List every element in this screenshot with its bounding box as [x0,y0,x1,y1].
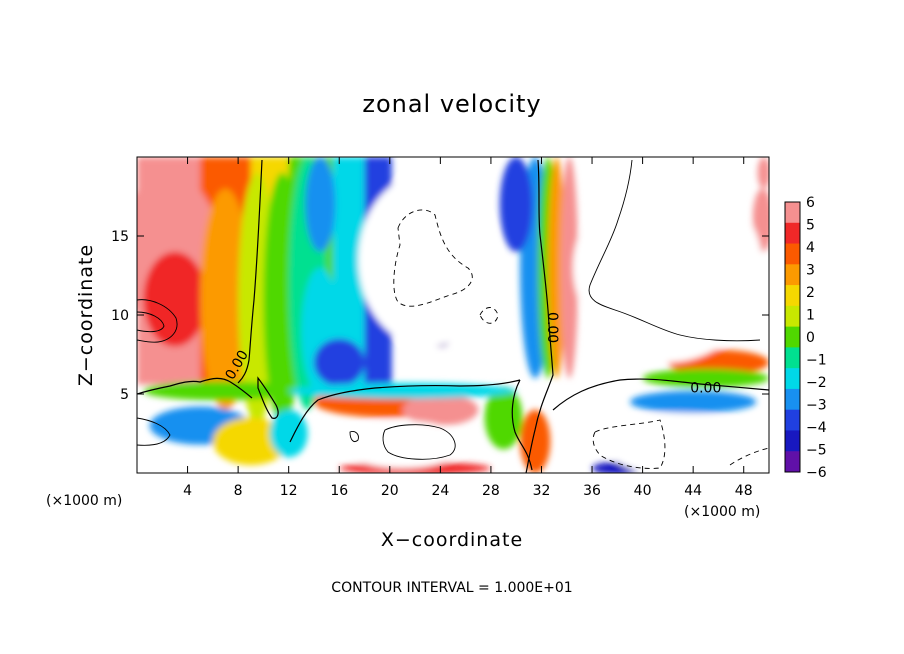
x-tick-label: 8 [234,483,243,499]
field-region [519,409,551,473]
x-unit-left: (×1000 m) [46,493,122,509]
y-tick-label: 15 [111,229,129,245]
colorbar-swatch [785,285,800,307]
colorbar-swatch [785,368,800,390]
field-region [642,368,769,388]
contour-labels: 0.000.000.00 [222,312,721,396]
x-tick-label: 20 [381,483,399,499]
chart-title: zonal velocity [362,90,541,118]
thin-contours [137,159,761,460]
contour-dashed-upper [393,209,473,307]
contour-line-center-left [511,379,533,471]
field-region [402,394,479,426]
contour-thin-left-inner [137,311,165,333]
zero-contours [137,159,769,473]
y-axis: 5 10 15 [111,229,769,403]
colorbar-label: 4 [806,240,815,256]
colorbar-label: 5 [806,218,815,234]
field-region [313,338,365,387]
dashed-contours [393,209,769,469]
colorbar-swatch [785,326,800,348]
x-tick-label: 12 [280,483,298,499]
x-tick-label: 40 [634,483,652,499]
x-tick-label: 28 [482,483,500,499]
velocity-field [137,157,769,473]
colorbar-frame [784,201,801,473]
contour-dashed-right-edge [729,447,769,466]
field-region [547,157,566,379]
colorbar-label: 6 [806,195,815,211]
colorbar-swatch [785,347,800,369]
colorbar-label: −6 [806,465,827,481]
colorbar-label: 0 [806,330,815,346]
colorbar-label: 3 [806,263,815,279]
colorbar-swatch [785,202,800,224]
x-unit-right: (×1000 m) [684,504,760,520]
contour-label: 0.00 [544,312,560,343]
x-axis-label: X−coordinate [381,529,523,551]
x-tick-label: 48 [735,483,753,499]
colorbar-label: −3 [806,398,827,414]
contour-thin-low-mid [349,431,359,443]
field-calm-region [573,172,763,363]
field-calm-region [339,420,466,469]
colorbar-label: 1 [806,308,815,324]
colorbar-label: 2 [806,285,815,301]
contour-thin-low-left [137,417,171,446]
field-region [200,188,251,410]
plot-area: 0.000.000.00 [137,157,769,473]
contour-line-left-surface [137,377,253,399]
y-tick-label: 10 [111,308,129,324]
x-tick-label: 24 [431,483,449,499]
x-tick-label: 44 [684,483,702,499]
x-tick-label: 16 [330,483,348,499]
contour-line-left-lobe [257,376,279,419]
colorbar-swatch [785,222,800,245]
contour-interval-note: CONTOUR INTERVAL = 1.000E+01 [331,580,572,596]
field-region [212,417,289,466]
field-region [629,390,757,413]
contour-line-lower-branch [289,379,521,443]
y-tick-label: 5 [120,387,129,403]
colorbar-swatch [785,264,800,286]
colorbar-swatch [785,409,800,431]
contour-line-center-column [525,159,554,473]
colorbar-label: −1 [806,353,827,369]
field-calm-region [358,172,498,347]
contour-line-right-surface [552,378,769,411]
contour-thin-right [588,159,761,342]
contour-thin-left-loop [137,299,178,343]
contour-line-left-vertical [237,159,263,384]
contour-label: 0.00 [690,380,721,396]
colorbar-swatch [785,388,800,411]
colorbar-swatch [785,430,800,452]
colorbar: 6 5 4 3 2 1 0 −1 −2 −3 −4 −5 −6 [784,195,827,481]
contour-thin-low-center [382,424,456,460]
field-region [269,409,308,458]
colorbar-label: −5 [806,443,827,459]
colorbar-swatch [785,243,800,265]
field-region [143,381,295,401]
colorbar-swatch [785,305,800,328]
x-tick-label: 4 [183,483,192,499]
x-axis: 4 8 12 16 20 24 28 32 36 40 44 48 [183,157,753,499]
field-region [560,157,579,379]
colorbar-label: −2 [806,375,827,391]
colorbar-label: −4 [806,420,827,436]
colorbar-swatch [785,451,800,473]
x-tick-label: 36 [583,483,601,499]
field-region [288,382,517,399]
field-region [757,157,769,189]
field-region [305,157,336,252]
field-region [143,251,207,347]
x-tick-label: 32 [533,483,551,499]
field-region [499,157,533,252]
y-axis-label: Z−coordinate [75,244,97,386]
field-calm-region [604,412,757,473]
